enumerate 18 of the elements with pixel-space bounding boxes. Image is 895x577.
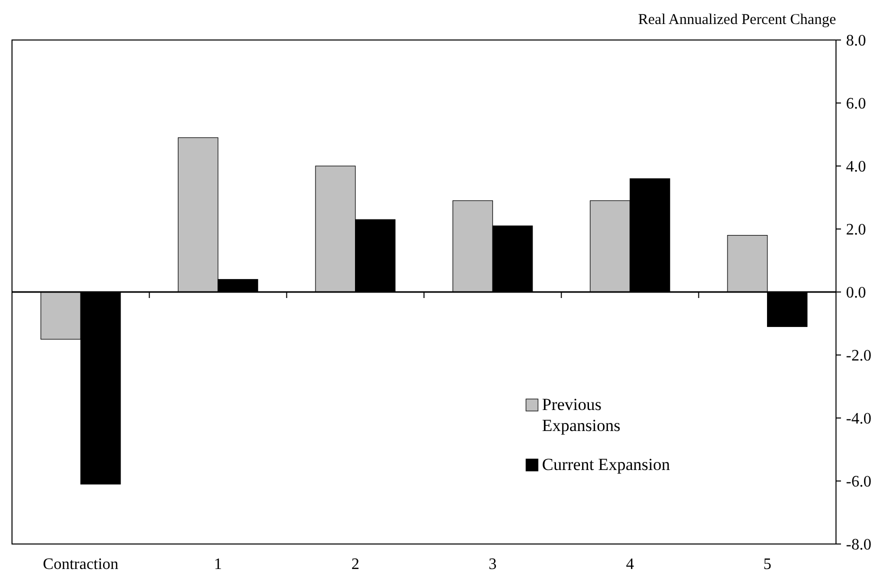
x-tick-label: 3 bbox=[488, 556, 497, 573]
y-tick-label: -8.0 bbox=[846, 536, 872, 554]
y-tick-label: 4.0 bbox=[846, 158, 866, 176]
legend-label: Previous Expansions bbox=[542, 395, 620, 435]
y-tick-label: 2.0 bbox=[846, 222, 866, 239]
y-tick-label: -6.0 bbox=[846, 474, 872, 491]
y-tick-label: -2.0 bbox=[846, 348, 872, 365]
x-tick-label: 4 bbox=[626, 556, 634, 573]
y-tick-label: 6.0 bbox=[846, 96, 866, 113]
x-tick-label: 5 bbox=[763, 556, 772, 573]
legend-label: Current Expansion bbox=[542, 455, 670, 474]
y-tick-label: -4.0 bbox=[846, 410, 872, 428]
x-tick-label: Contraction bbox=[42, 556, 118, 573]
x-tick-label: 2 bbox=[351, 556, 360, 573]
x-tick-label: 1 bbox=[214, 556, 222, 573]
y-axis-title: Real Annualized Percent Change bbox=[638, 12, 836, 28]
y-tick-label: 8.0 bbox=[846, 32, 866, 50]
y-tick-label: 0.0 bbox=[846, 284, 866, 302]
